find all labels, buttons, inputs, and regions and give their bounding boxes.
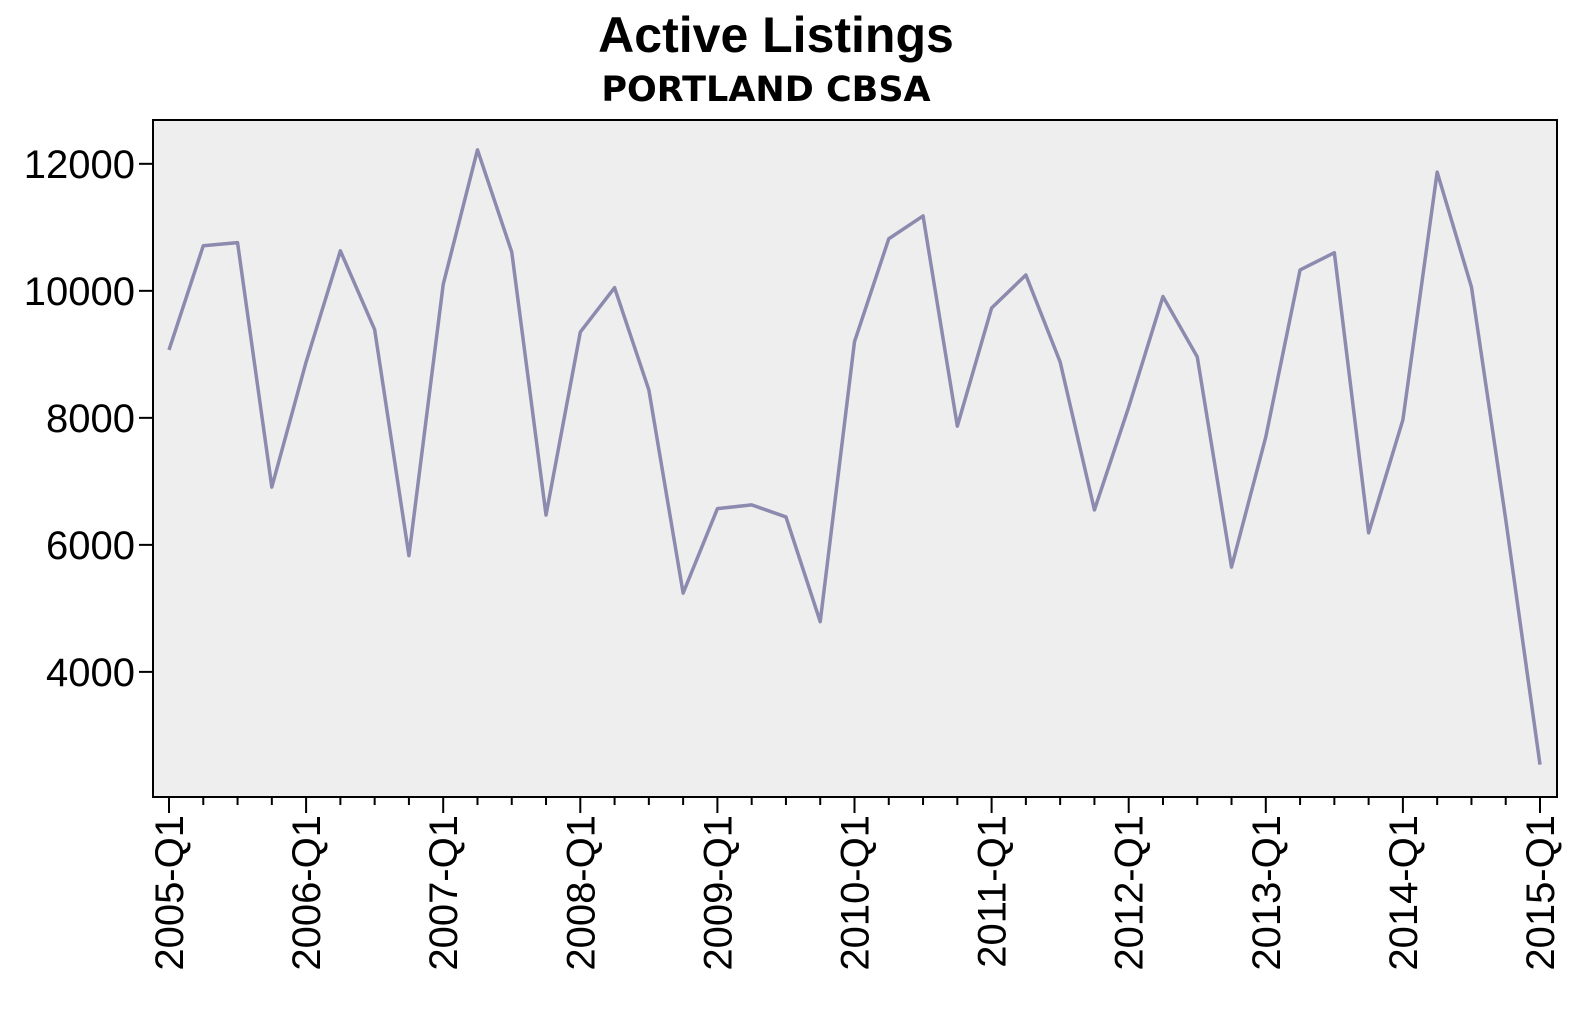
y-tick-label: 12000 [24,143,135,187]
x-tick-label: 2008-Q1 [559,815,603,971]
chart-subtitle: PORTLAND CBSA [601,70,930,110]
y-tick-label: 8000 [46,397,135,441]
x-tick-label: 2015-Q1 [1519,815,1563,971]
x-tick-label: 2012-Q1 [1108,815,1152,971]
x-tick-label: 2007-Q1 [422,815,466,971]
series-line [167,148,1542,765]
y-tick-label: 10000 [24,270,135,314]
plot-area [152,119,1558,798]
y-tick-label: 6000 [46,524,135,568]
chart-title: Active Listings [598,7,954,63]
x-tick-label: 2010-Q1 [834,815,878,971]
x-tick-label: 2014-Q1 [1382,815,1426,971]
x-tick-label: 2013-Q1 [1245,815,1289,971]
x-tick-label: 2011-Q1 [971,815,1015,968]
y-tick-label: 4000 [46,651,135,695]
x-tick-label: 2006-Q1 [285,815,329,971]
x-tick-label: 2005-Q1 [148,815,192,971]
x-tick-label: 2009-Q1 [696,815,740,971]
